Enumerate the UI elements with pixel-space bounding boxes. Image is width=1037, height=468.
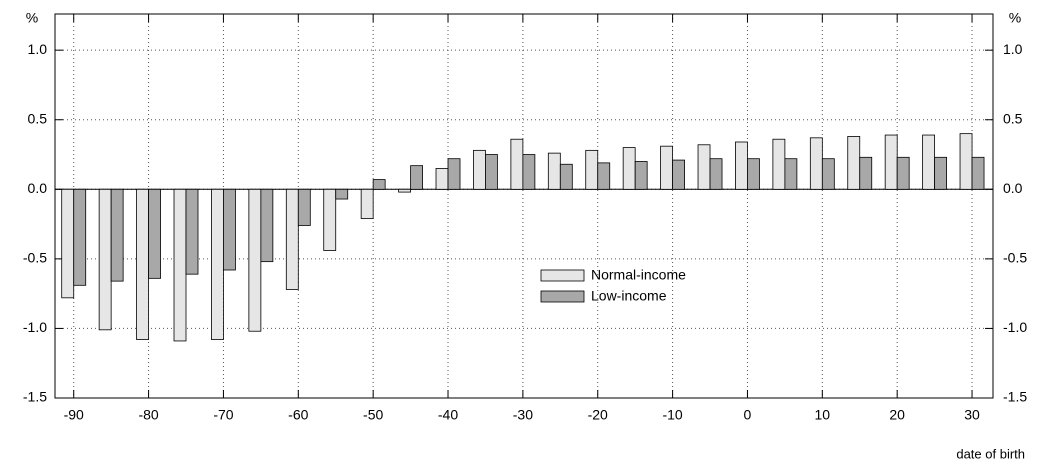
bar bbox=[660, 145, 673, 190]
x-tick-label: -10 bbox=[662, 407, 682, 423]
bar bbox=[485, 154, 498, 190]
bar bbox=[148, 188, 161, 279]
legend-label: Low-income bbox=[591, 288, 667, 304]
bar bbox=[260, 188, 274, 263]
bar bbox=[772, 138, 786, 190]
bar bbox=[447, 158, 461, 190]
bar bbox=[896, 156, 910, 190]
x-tick-label: -40 bbox=[438, 407, 458, 423]
bar bbox=[547, 152, 561, 190]
bar bbox=[173, 188, 187, 342]
x-tick-label: 20 bbox=[889, 407, 905, 423]
bar bbox=[809, 137, 823, 190]
bar bbox=[709, 158, 723, 190]
bar bbox=[747, 158, 760, 190]
bar bbox=[73, 188, 87, 286]
y2-unit: % bbox=[1009, 10, 1021, 26]
legend-swatch bbox=[540, 269, 585, 282]
x-tick-label: -90 bbox=[64, 407, 84, 423]
y2-tick-label: -1.5 bbox=[1003, 389, 1027, 405]
bar bbox=[211, 188, 224, 340]
x-tick-label: -80 bbox=[138, 407, 158, 423]
bar bbox=[735, 141, 748, 190]
bar bbox=[922, 134, 936, 190]
x-tick-label: -70 bbox=[213, 407, 233, 423]
y-unit: % bbox=[26, 10, 38, 26]
y-tick-label: -1.0 bbox=[23, 319, 47, 335]
bar bbox=[185, 188, 199, 275]
legend-label: Normal-income bbox=[591, 267, 686, 283]
x-tick-label: -20 bbox=[588, 407, 608, 423]
bar bbox=[285, 188, 299, 290]
bar bbox=[323, 188, 337, 251]
x-tick-label: -30 bbox=[513, 407, 533, 423]
bar bbox=[672, 159, 685, 190]
y-tick-label: 1.0 bbox=[28, 41, 48, 57]
bar bbox=[435, 168, 449, 190]
bar bbox=[398, 188, 411, 193]
y2-tick-label: 1.0 bbox=[1003, 41, 1023, 57]
bar bbox=[559, 163, 573, 190]
bar bbox=[934, 156, 948, 190]
y2-tick-label: 0.5 bbox=[1003, 110, 1023, 126]
x-tick-label: -60 bbox=[288, 407, 308, 423]
bar bbox=[522, 154, 536, 190]
bar bbox=[110, 188, 124, 282]
y-tick-label: -1.5 bbox=[23, 389, 47, 405]
bar bbox=[585, 149, 599, 190]
bar bbox=[784, 158, 798, 190]
legend-swatch bbox=[540, 290, 585, 303]
plot-frame bbox=[54, 13, 994, 399]
y-tick-label: 0.5 bbox=[28, 110, 48, 126]
x-tick-label: 30 bbox=[964, 407, 980, 423]
bar bbox=[597, 162, 611, 190]
x-tick-label: 0 bbox=[744, 407, 752, 423]
bar bbox=[410, 165, 423, 190]
bar bbox=[223, 188, 236, 271]
bar bbox=[847, 136, 861, 190]
bar bbox=[971, 156, 985, 190]
bar bbox=[61, 188, 75, 299]
bar bbox=[98, 188, 112, 331]
bar bbox=[360, 188, 374, 219]
bar bbox=[884, 134, 898, 190]
bar bbox=[136, 188, 149, 340]
bar bbox=[297, 188, 311, 226]
y-tick-label: 0.0 bbox=[28, 180, 48, 196]
bar bbox=[959, 133, 973, 190]
bar bbox=[634, 161, 648, 190]
y2-tick-label: 0.0 bbox=[1003, 180, 1023, 196]
bar bbox=[335, 188, 349, 200]
bar bbox=[510, 138, 524, 190]
y2-tick-label: -0.5 bbox=[1003, 250, 1027, 266]
bar bbox=[372, 179, 386, 190]
x-tick-label: -50 bbox=[363, 407, 383, 423]
bar bbox=[697, 144, 711, 190]
bar bbox=[821, 158, 835, 190]
x-tick-label: 10 bbox=[815, 407, 831, 423]
bar bbox=[859, 156, 873, 190]
bar bbox=[473, 149, 486, 190]
bar bbox=[248, 188, 262, 332]
bar bbox=[622, 147, 636, 190]
y-tick-label: -0.5 bbox=[23, 250, 47, 266]
y2-tick-label: -1.0 bbox=[1003, 319, 1027, 335]
x-axis-label: date of birth bbox=[956, 446, 1025, 461]
